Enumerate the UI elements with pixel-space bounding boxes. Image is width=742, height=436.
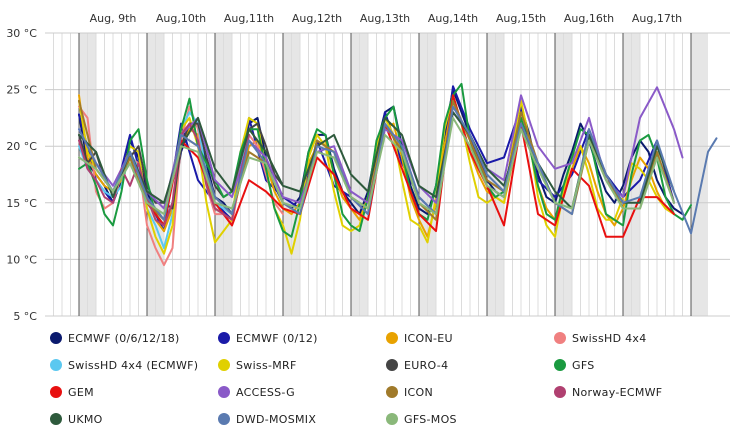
series-line [146, 94, 675, 238]
legend-item-label: GFS [572, 359, 595, 372]
y-tick-label: 5 °C [13, 310, 37, 323]
series-lines [78, 82, 718, 267]
legend-item-label: SwissHD 4x4 (ECMWF) [68, 359, 198, 372]
legend-marker [50, 332, 62, 344]
legend-marker [218, 413, 230, 425]
legend-item-label: ICON [404, 386, 433, 399]
x-tick-label: Aug, 9th [90, 12, 137, 25]
legend: ECMWF (0/6/12/18) ECMWF (0/12) ICON-EU Swis… [50, 332, 662, 426]
x-tick-label: Aug,15th [496, 12, 546, 25]
legend-item-label: Swiss-MRF [236, 359, 297, 372]
legend-marker [386, 332, 398, 344]
x-tick-label: Aug,10th [156, 12, 206, 25]
legend-marker [218, 332, 230, 344]
legend-marker [554, 332, 566, 344]
x-tick-label: Aug,11th [224, 12, 274, 25]
legend-item-label: ECMWF (0/12) [236, 332, 318, 345]
legend-item-label: GEM [68, 386, 94, 399]
x-axis-labels: Aug, 9th Aug,10th Aug,11th Aug,12th Aug,13th… [90, 12, 683, 25]
legend-item-label: ACCESS-G [236, 386, 295, 399]
legend-marker [386, 359, 398, 371]
y-tick-label: 15 °C [6, 197, 37, 210]
night-band [690, 33, 708, 316]
legend-item-label: DWD-MOSMIX [236, 413, 316, 426]
series-line [78, 105, 718, 235]
x-tick-label: Aug,12th [292, 12, 342, 25]
legend-marker [386, 413, 398, 425]
legend-item-label: SwissHD 4x4 [572, 332, 647, 345]
legend-item-label: GFS-MOS [404, 413, 457, 426]
series-line [78, 116, 675, 216]
legend-item-label: EURO-4 [404, 359, 448, 372]
legend-marker [218, 359, 230, 371]
y-tick-label: 30 °C [6, 27, 37, 40]
legend-marker [386, 386, 398, 398]
legend-marker [50, 359, 62, 371]
y-tick-label: 25 °C [6, 84, 37, 97]
legend-marker [50, 413, 62, 425]
legend-marker [554, 359, 566, 371]
x-tick-label: Aug,16th [564, 12, 614, 25]
legend-item-label: UKMO [68, 413, 103, 426]
x-tick-label: Aug,13th [360, 12, 410, 25]
legend-item-label: Norway-ECMWF [572, 386, 662, 399]
legend-item-label: ECMWF (0/6/12/18) [68, 332, 180, 345]
series-line [78, 122, 250, 227]
y-tick-label: 10 °C [6, 253, 37, 266]
y-axis-labels: 5 °C 10 °C 15 °C 20 °C 25 °C 30 °C [6, 27, 37, 323]
x-tick-label: Aug,14th [428, 12, 478, 25]
legend-marker [50, 386, 62, 398]
legend-item-label: ICON-EU [404, 332, 453, 345]
legend-marker [218, 386, 230, 398]
y-tick-label: 20 °C [6, 140, 37, 153]
legend-marker [554, 386, 566, 398]
series-line [78, 111, 250, 250]
x-tick-label: Aug,17th [632, 12, 682, 25]
